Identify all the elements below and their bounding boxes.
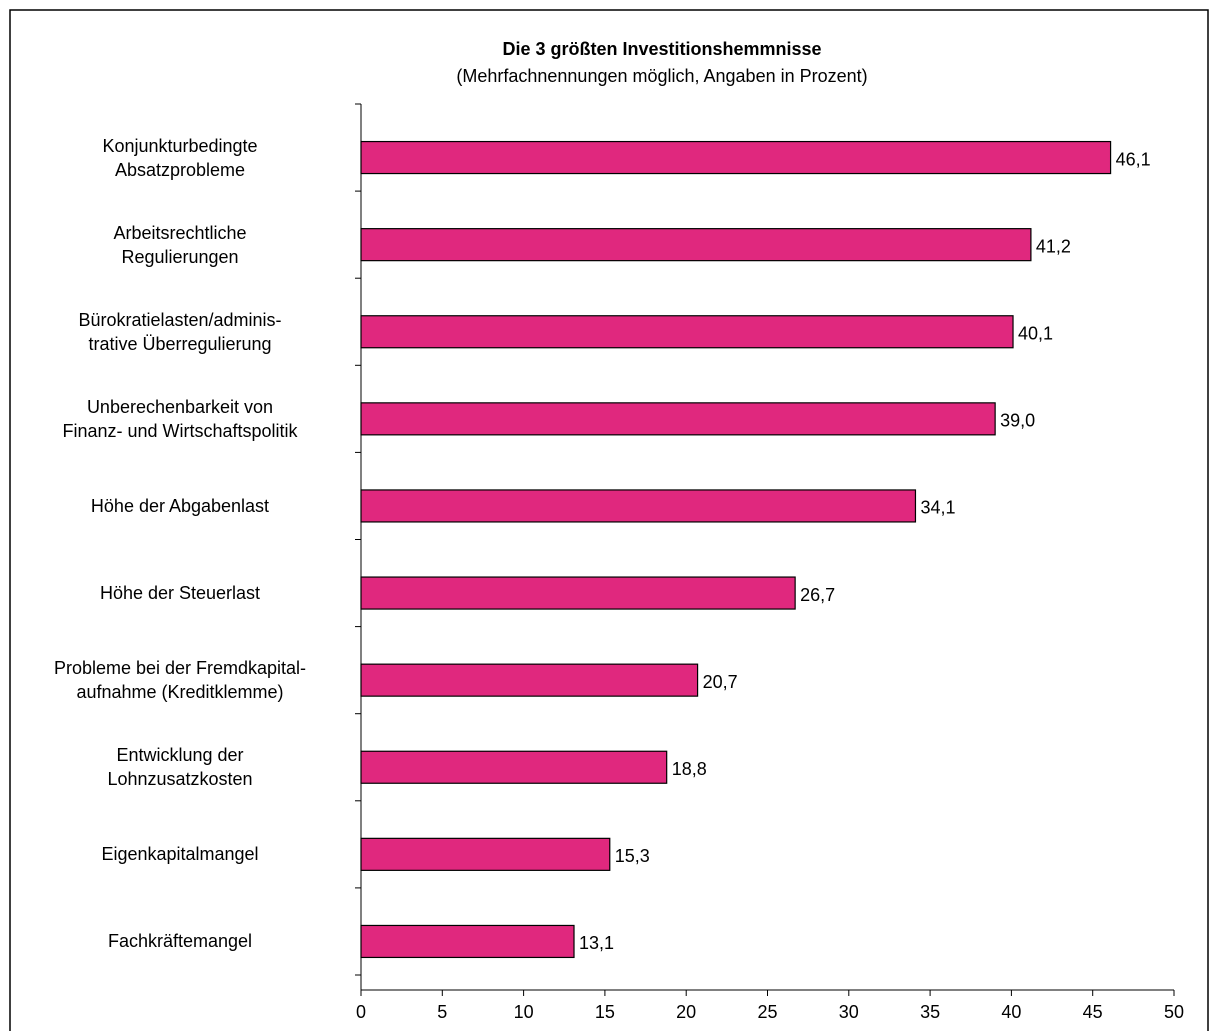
category-label: Probleme bei der Fremdkapital- aufnahme … <box>53 658 307 703</box>
category-label: Eigenkapitalmangel <box>101 844 259 865</box>
value-label: 13,1 <box>579 933 614 953</box>
x-tick-label: 45 <box>1083 1002 1103 1022</box>
bar <box>360 837 611 871</box>
frame <box>9 9 1209 1031</box>
x-tick-label: 0 <box>356 1002 366 1022</box>
category-label: Höhe der Abgabenlast <box>90 495 270 516</box>
x-tick-label: 25 <box>757 1002 777 1022</box>
value-label: 15,3 <box>615 846 650 866</box>
x-tick-label: 30 <box>839 1002 859 1022</box>
value-label: 20,7 <box>703 672 738 692</box>
category-label: Arbeitsrechtliche Regulierungen <box>113 222 247 267</box>
value-label: 34,1 <box>920 498 955 518</box>
category-label: Höhe der Steuerlast <box>99 583 261 604</box>
category-label: Fachkräftemangel <box>107 931 253 952</box>
x-tick-label: 10 <box>514 1002 534 1022</box>
bar <box>360 315 1014 349</box>
value-label: 39,0 <box>1000 411 1035 431</box>
bar <box>360 750 668 784</box>
value-label: 18,8 <box>672 759 707 779</box>
value-label: 40,1 <box>1018 324 1053 344</box>
x-tick-label: 5 <box>437 1002 447 1022</box>
category-label: Konjunkturbedingte Absatzprobleme <box>102 135 258 180</box>
bar <box>360 489 917 523</box>
x-tick-label: 40 <box>1001 1002 1021 1022</box>
x-tick-label: 20 <box>676 1002 696 1022</box>
category-label: Entwicklung der Lohnzusatzkosten <box>107 745 253 790</box>
bar <box>360 228 1032 262</box>
bar <box>360 576 796 610</box>
bar <box>360 924 575 959</box>
x-tick-label: 15 <box>595 1002 615 1022</box>
bar <box>360 140 1112 175</box>
value-label: 41,2 <box>1036 236 1071 256</box>
value-label: 26,7 <box>800 585 835 605</box>
x-tick-label: 35 <box>920 1002 940 1022</box>
chart-title: Die 3 größten Investitionshemmnisse <box>502 39 821 59</box>
x-tick-label: 50 <box>1164 1002 1184 1022</box>
bar <box>360 663 699 697</box>
category-label: Bürokratielasten/adminis- trative Überre… <box>78 309 282 354</box>
bar <box>360 402 996 436</box>
chart-subtitle: (Mehrfachnennungen möglich, Angaben in P… <box>456 66 867 86</box>
value-label: 46,1 <box>1116 149 1151 169</box>
category-label: Unberechenbarkeit von Finanz- und Wirtsc… <box>62 396 298 441</box>
